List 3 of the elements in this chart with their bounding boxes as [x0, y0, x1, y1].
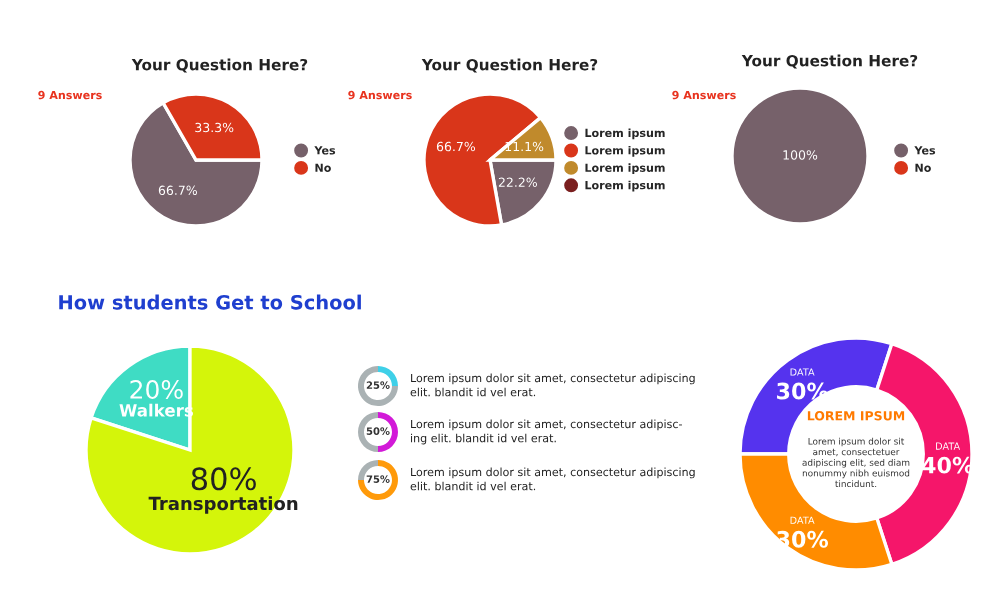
data-label: 20%	[130, 379, 183, 399]
chart-title: How students Get to School	[59, 294, 361, 310]
data-label: 80%	[191, 467, 256, 491]
